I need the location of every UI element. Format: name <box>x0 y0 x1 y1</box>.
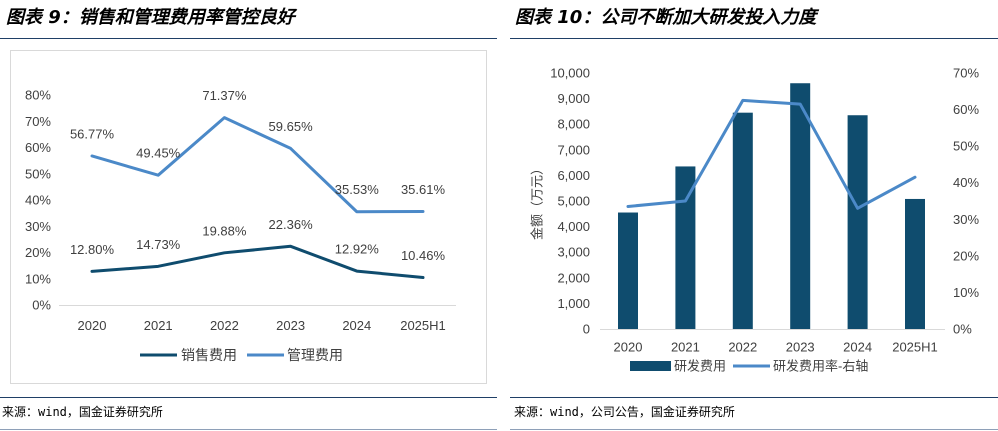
x-axis-tick-label: 2022 <box>728 340 757 355</box>
data-label: 19.88% <box>202 223 247 238</box>
y-axis-tick-label: 60% <box>25 140 51 155</box>
y-axis-tick-label: 30% <box>25 219 51 234</box>
figure-title: 图表 10：公司不断加大研发投入力度 <box>515 7 817 28</box>
legend-swatch <box>630 361 671 371</box>
right-axis-tick-label: 50% <box>953 139 979 154</box>
y-axis-title: 金额（万元） <box>530 162 545 240</box>
x-axis-tick-label: 2021 <box>671 340 700 355</box>
left-axis-tick-label: 10,000 <box>550 66 590 81</box>
legend-entry: 销售费用 <box>140 347 237 363</box>
data-label: 71.37% <box>202 88 247 103</box>
data-label: 59.65% <box>269 119 314 134</box>
rd-expense-ratio-line <box>626 98 917 210</box>
title-divider <box>0 38 497 39</box>
figure-panel-expense-ratio: 图表 9：销售和管理费用率管控良好 0% 10% 20% 30% 40% 50% 60% 70… <box>0 0 497 431</box>
x-axis-tick-label: 2025H1 <box>892 340 938 355</box>
legend-entry: 研发费用 <box>630 359 726 374</box>
data-label: 35.53% <box>335 182 380 197</box>
rd-expense-bar <box>847 115 868 330</box>
left-axis-tick-label: 1,000 <box>557 296 590 311</box>
left-axis-tick-label: 5,000 <box>557 194 590 209</box>
x-axis-tick-label: 2022 <box>210 318 239 333</box>
right-axis-tick-label: 40% <box>953 175 979 190</box>
data-label: 35.61% <box>401 182 446 197</box>
left-axis-tick-label: 6,000 <box>557 168 590 183</box>
right-axis-tick-label: 0% <box>953 322 972 337</box>
y-axis-tick-label: 10% <box>25 271 51 286</box>
title-divider <box>510 38 998 39</box>
rd-expense-bar <box>675 166 696 329</box>
x-axis-tick-label: 2023 <box>786 340 815 355</box>
y-axis-tick-label: 40% <box>25 193 51 208</box>
source-divider <box>0 397 497 398</box>
x-axis-tick-label: 2025H1 <box>400 318 446 333</box>
chart-area-frame <box>10 50 487 384</box>
legend-label: 研发费用率-右轴 <box>773 359 868 374</box>
rd-expense-chart: 0 1,000 2,000 3,000 4,000 5,000 6,000 7,000 8,00… <box>530 66 980 374</box>
x-axis-tick-label: 2021 <box>144 318 173 333</box>
x-axis-tick-label: 2024 <box>342 318 371 333</box>
right-axis-tick-label: 70% <box>953 66 979 81</box>
rd-expense-bar <box>618 212 638 329</box>
legend-entry: 管理费用 <box>247 347 343 363</box>
admin-expense-ratio-line <box>90 116 425 214</box>
right-axis-tick-label: 10% <box>953 285 979 300</box>
figure-title: 图表 9：销售和管理费用率管控良好 <box>6 7 295 28</box>
rd-expense-bar <box>790 83 811 330</box>
data-label: 22.36% <box>269 217 314 232</box>
legend-label: 研发费用 <box>674 359 726 374</box>
x-axis-tick-label: 2020 <box>614 340 643 355</box>
figure-source-note: 来源：wind，公司公告，国金证券研究所 <box>514 405 735 419</box>
y-axis-tick-label: 0% <box>32 298 51 313</box>
figure-panel-rd-investment: 图表 10：公司不断加大研发投入力度 0 1,000 2,000 3,000 4,000… <box>510 0 998 431</box>
legend-entry: 研发费用率-右轴 <box>733 359 868 374</box>
data-label: 10.46% <box>401 248 446 263</box>
y-axis-tick-label: 50% <box>25 166 51 181</box>
data-label: 12.80% <box>70 242 115 257</box>
left-axis-tick-label: 9,000 <box>557 91 590 106</box>
panel-bottom-divider <box>0 429 497 430</box>
source-divider <box>510 397 998 398</box>
y-axis-tick-label: 80% <box>25 88 51 103</box>
figure-source-note: 来源：wind，国金证券研究所 <box>2 405 163 419</box>
rd-expense-bar <box>905 198 925 329</box>
y-axis-tick-label: 20% <box>25 245 51 260</box>
legend-label: 销售费用 <box>181 347 237 363</box>
left-axis-tick-label: 0 <box>583 322 590 337</box>
right-axis-tick-label: 20% <box>953 248 979 263</box>
left-axis-tick-label: 4,000 <box>557 219 590 234</box>
data-label: 49.45% <box>136 146 181 161</box>
right-axis-tick-label: 60% <box>953 102 979 117</box>
legend-label: 管理费用 <box>287 347 343 363</box>
x-axis-tick-label: 2023 <box>276 318 305 333</box>
left-axis-tick-label: 7,000 <box>557 142 590 157</box>
left-axis-tick-label: 2,000 <box>557 270 590 285</box>
left-axis-tick-label: 3,000 <box>557 245 590 260</box>
x-axis-tick-label: 2020 <box>78 318 107 333</box>
data-label: 14.73% <box>136 237 181 252</box>
x-axis-tick-label: 2024 <box>843 340 872 355</box>
right-axis-tick-label: 30% <box>953 212 979 227</box>
rd-expense-bar <box>732 112 753 330</box>
left-axis-tick-label: 8,000 <box>557 117 590 132</box>
sales-expense-ratio-line <box>90 244 425 280</box>
sales-admin-expense-ratio-chart: 0% 10% 20% 30% 40% 50% 60% 70% 80% 2020 2021 2022 20… <box>10 50 487 384</box>
data-label: 12.92% <box>335 242 380 257</box>
data-label: 56.77% <box>70 126 115 141</box>
panel-bottom-divider <box>510 429 998 430</box>
y-axis-tick-label: 70% <box>25 114 51 129</box>
